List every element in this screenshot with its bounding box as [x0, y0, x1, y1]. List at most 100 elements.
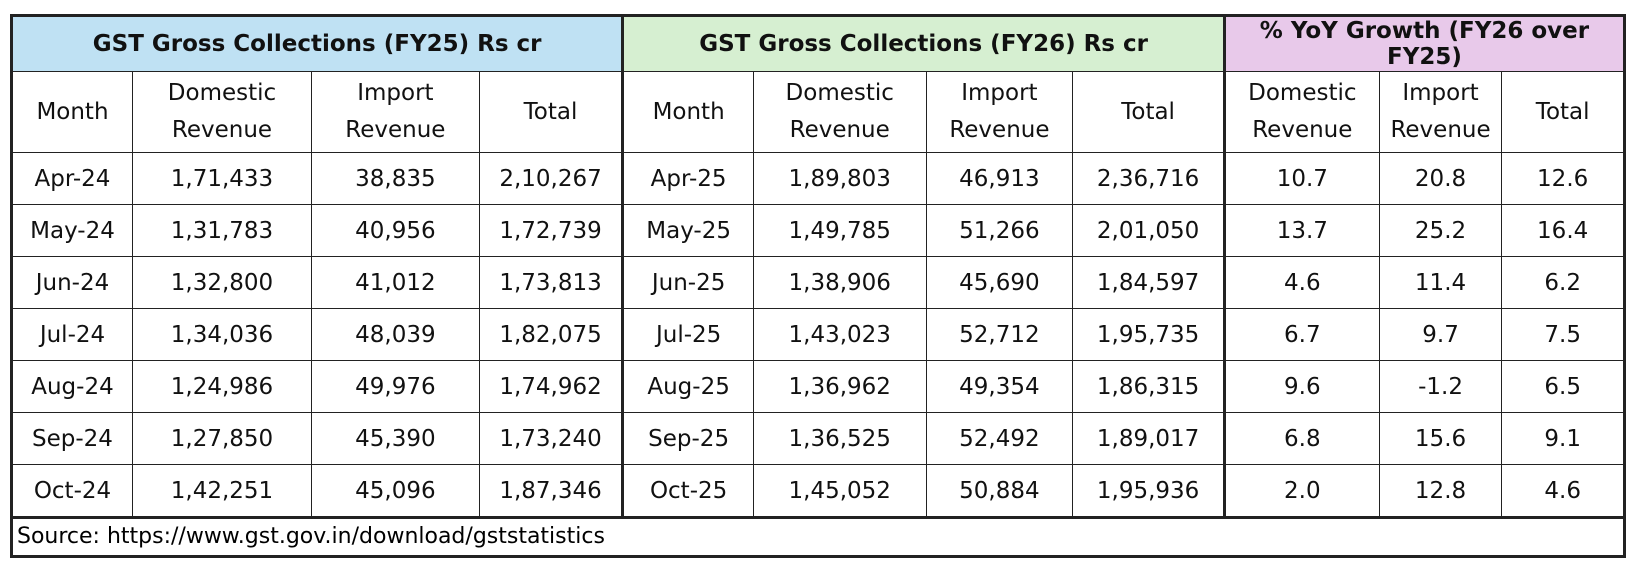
column-header: Import Revenue	[311, 71, 480, 153]
cell: 1,36,962	[752, 360, 927, 413]
cell: 46,913	[925, 152, 1074, 205]
cell: 1,82,075	[478, 308, 624, 361]
cell: 1,31,783	[131, 204, 313, 257]
group-header: GST Gross Collections (FY26) Rs cr	[621, 15, 1225, 72]
cell: Jul-25	[621, 308, 754, 361]
cell: 20.8	[1378, 152, 1503, 205]
column-header-text: Total	[1535, 98, 1590, 125]
group-header: GST Gross Collections (FY25) Rs cr	[10, 15, 624, 72]
column-header: Domestic Revenue	[752, 71, 927, 153]
cell: 6.2	[1501, 256, 1625, 309]
cell: 25.2	[1378, 204, 1503, 257]
cell: Jul-24	[11, 308, 133, 361]
column-header: Month	[621, 71, 754, 153]
cell: 45,690	[925, 256, 1074, 309]
data-row: Jul-24 1,34,036 48,039 1,82,075 Jul-25 1,43,0…	[11, 308, 1625, 361]
cell: 1,36,525	[752, 412, 927, 465]
cell: Aug-24	[11, 360, 133, 413]
data-row: Oct-24 1,42,251 45,096 1,87,346 Oct-25 1,45,0…	[11, 464, 1625, 518]
table-header: GST Gross Collections (FY25) Rs cr GST Gr…	[10, 15, 1626, 153]
cell: 11.4	[1378, 256, 1503, 309]
cell: 1,95,735	[1072, 308, 1225, 361]
cell: Oct-25	[621, 464, 754, 518]
cell: 4.6	[1222, 256, 1380, 309]
cell: 52,492	[925, 412, 1074, 465]
cell: 2,01,050	[1072, 204, 1225, 257]
cell: 16.4	[1501, 204, 1625, 257]
column-header-text: Import Revenue	[1390, 80, 1491, 143]
cell: 51,266	[925, 204, 1074, 257]
cell: 1,32,800	[131, 256, 313, 309]
data-row: May-24 1,31,783 40,956 1,72,739 May-25 1,49,7…	[11, 204, 1625, 257]
cell: Sep-25	[621, 412, 754, 465]
cell: 1,86,315	[1072, 360, 1225, 413]
cell: 45,096	[311, 464, 480, 518]
cell: Jun-25	[621, 256, 754, 309]
cell: 1,34,036	[131, 308, 313, 361]
cell: 45,390	[311, 412, 480, 465]
group-header: % YoY Growth (FY26 over FY25)	[1222, 15, 1626, 72]
cell: 13.7	[1222, 204, 1380, 257]
cell: 41,012	[311, 256, 480, 309]
cell: 40,956	[311, 204, 480, 257]
cell: Sep-24	[11, 412, 133, 465]
column-header: Domestic Revenue	[1222, 71, 1380, 153]
column-header: Month	[11, 71, 133, 153]
cell: Aug-25	[621, 360, 754, 413]
cell: 10.7	[1222, 152, 1380, 205]
cell: Apr-24	[11, 152, 133, 205]
column-header-text: Domestic Revenue	[167, 80, 277, 143]
cell: 49,354	[925, 360, 1074, 413]
column-header: Import Revenue	[1378, 71, 1503, 153]
cell: 6.8	[1222, 412, 1380, 465]
cell: 1,74,962	[478, 360, 624, 413]
cell: 1,43,023	[752, 308, 927, 361]
cell: 1,84,597	[1072, 256, 1225, 309]
cell: 1,89,017	[1072, 412, 1225, 465]
column-header-text: Total	[523, 98, 578, 125]
cell: 9.6	[1222, 360, 1380, 413]
cell: 50,884	[925, 464, 1074, 518]
column-header-text: Domestic Revenue	[1248, 80, 1357, 143]
column-header-row: Month Domestic Revenue Import Revenue Total…	[11, 71, 1625, 153]
cell: 7.5	[1501, 308, 1625, 361]
cell: 1,42,251	[131, 464, 313, 518]
cell: 2.0	[1222, 464, 1380, 518]
cell: 1,72,739	[478, 204, 624, 257]
data-row: Jun-24 1,32,800 41,012 1,73,813 Jun-25 1,38,9…	[11, 256, 1625, 309]
cell: 2,10,267	[478, 152, 624, 205]
cell: 52,712	[925, 308, 1074, 361]
cell: 1,71,433	[131, 152, 313, 205]
cell: 1,49,785	[752, 204, 927, 257]
cell: Apr-25	[621, 152, 754, 205]
cell: 38,835	[311, 152, 480, 205]
column-header-text: Domestic Revenue	[785, 80, 894, 143]
cell: 9.1	[1501, 412, 1625, 465]
cell: 6.7	[1222, 308, 1380, 361]
data-row: Aug-24 1,24,986 49,976 1,74,962 Aug-25 1,36,9…	[11, 360, 1625, 413]
cell: May-25	[621, 204, 754, 257]
cell: 49,976	[311, 360, 480, 413]
cell: 1,73,240	[478, 412, 624, 465]
cell: 9.7	[1378, 308, 1503, 361]
cell: 48,039	[311, 308, 480, 361]
column-header: Domestic Revenue	[131, 71, 313, 153]
cell: 6.5	[1501, 360, 1625, 413]
column-header: Total	[1501, 71, 1625, 153]
cell: 1,95,936	[1072, 464, 1225, 518]
cell: Oct-24	[11, 464, 133, 518]
cell: 1,45,052	[752, 464, 927, 518]
column-header-text: Month	[652, 98, 725, 125]
cell: 1,38,906	[752, 256, 927, 309]
cell: 4.6	[1501, 464, 1625, 518]
source-note: Source: https://www.gst.gov.in/download/…	[10, 519, 1626, 558]
cell: 1,73,813	[478, 256, 624, 309]
column-header: Import Revenue	[925, 71, 1074, 153]
data-row: Sep-24 1,27,850 45,390 1,73,240 Sep-25 1,36,5…	[11, 412, 1625, 465]
group-header-row: GST Gross Collections (FY25) Rs cr GST Gr…	[10, 15, 1626, 72]
cell: 12.8	[1378, 464, 1503, 518]
column-header-text: Month	[36, 98, 109, 125]
column-header: Total	[478, 71, 624, 153]
cell: 1,87,346	[478, 464, 624, 518]
